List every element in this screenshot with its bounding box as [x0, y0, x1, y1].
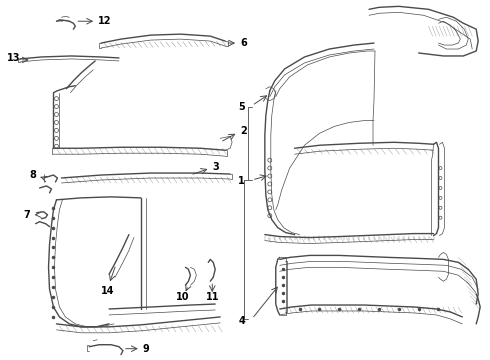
Text: 1: 1 [238, 176, 245, 186]
Text: 3: 3 [212, 162, 219, 172]
Text: 8: 8 [30, 170, 37, 180]
Text: 6: 6 [240, 38, 247, 48]
Text: 5: 5 [238, 102, 245, 112]
Text: 11: 11 [205, 292, 219, 302]
Text: 12: 12 [98, 16, 112, 26]
Text: 9: 9 [143, 344, 149, 354]
Text: 7: 7 [24, 210, 30, 220]
Text: 4: 4 [238, 316, 245, 326]
Text: 14: 14 [101, 286, 115, 296]
Text: 2: 2 [240, 126, 247, 136]
Text: 13: 13 [7, 53, 21, 63]
Text: 10: 10 [176, 292, 189, 302]
